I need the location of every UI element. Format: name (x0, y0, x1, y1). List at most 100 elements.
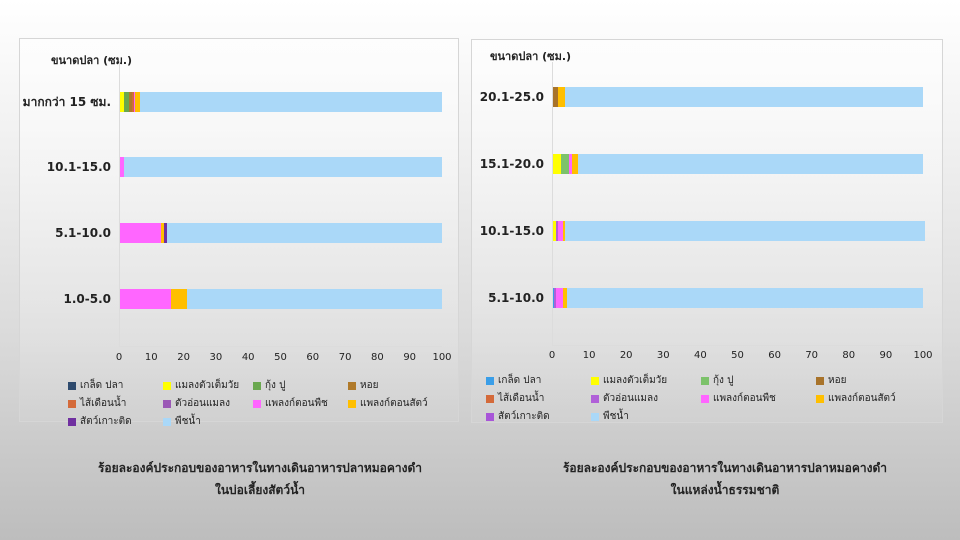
stacked-bar (552, 288, 923, 308)
bar-segment (186, 289, 442, 309)
legend-swatch-icon (486, 394, 494, 403)
bar-segment (128, 92, 132, 112)
legend-label: กุ้ง ปู (713, 375, 734, 386)
bar-segment (119, 92, 124, 112)
bar-segment (557, 87, 565, 107)
category-label: 1.0-5.0 (63, 292, 112, 306)
legend-label: แพลงก์ตอนสัตว์ (360, 398, 428, 409)
legend-swatch-icon (348, 381, 356, 390)
y-axis-line (552, 62, 553, 346)
bar-segment (561, 154, 569, 174)
legend-swatch-icon (816, 394, 824, 403)
legend-label: ไส้เดือนน้ำ (80, 398, 127, 409)
x-tick-label: 30 (209, 352, 223, 363)
x-tick-label: 20 (177, 352, 190, 363)
bar-segment (555, 288, 564, 308)
legend-label: ตัวอ่อนแมลง (175, 398, 231, 409)
y-axis-line (119, 61, 120, 347)
stacked-bar (119, 157, 442, 177)
legend-swatch-icon (486, 412, 494, 421)
x-axis-line (119, 346, 442, 347)
x-tick-label: 80 (842, 350, 856, 361)
bar-segment (131, 92, 134, 112)
bar-segment (170, 289, 187, 309)
legend-label: หอย (360, 380, 379, 391)
legend-label: สัตว์เกาะติด (498, 411, 550, 422)
bar-segment (563, 221, 565, 241)
bar-segment (572, 154, 578, 174)
bar-segment (119, 157, 124, 177)
category-label: 15.1-20.0 (479, 157, 544, 171)
bar-segment (563, 288, 567, 308)
x-tick-label: 40 (694, 350, 707, 361)
legend-item: แมลงตัวเต็มวัย (591, 373, 667, 388)
bar-segment (564, 221, 925, 241)
y-axis-title: ขนาดปลา (ซม.) (490, 50, 572, 63)
bar-segment (133, 92, 136, 112)
legend-swatch-icon (348, 399, 356, 408)
bar-segment (119, 289, 171, 309)
caption-line-2: ในแหล่งน้ำธรรมชาติ (670, 483, 780, 497)
x-tick-label: 0 (548, 350, 556, 361)
x-tick-label: 100 (432, 352, 452, 363)
bar-segment (135, 92, 140, 112)
stacked-bar (552, 87, 923, 107)
legend-label: แพลงก์ตอนสัตว์ (828, 393, 896, 404)
legend-item: สัตว์เกาะติด (68, 414, 132, 429)
caption-pond: ร้อยละองค์ประกอบของอาหารในทางเดินอาหารปล… (40, 457, 480, 501)
bar-segment (123, 92, 129, 112)
bar-segment (557, 221, 564, 241)
legend-swatch-icon (486, 376, 494, 385)
x-tick-label: 30 (656, 350, 670, 361)
legend-label: สัตว์เกาะติด (80, 416, 132, 427)
x-tick-label: 60 (306, 352, 320, 363)
stacked-bar (552, 221, 925, 241)
x-tick-label: 100 (913, 350, 933, 361)
bar-segment (139, 92, 442, 112)
bar-segment (167, 223, 442, 243)
bar-segment (552, 221, 556, 241)
legend-swatch-icon (163, 399, 171, 408)
legend-item: แพลงก์ตอนสัตว์ (348, 396, 428, 411)
bar-segment (566, 288, 923, 308)
bar-segment (552, 87, 558, 107)
caption-natural: ร้อยละองค์ประกอบของอาหารในทางเดินอาหารปล… (505, 457, 945, 501)
x-tick-label: 10 (582, 350, 596, 361)
chart-panel-natural: ขนาดปลา (ซม.) 20.1-25.0 15.1-20.0 10.1-15.… (471, 39, 943, 423)
category-label: 20.1-25.0 (479, 90, 544, 104)
legend-swatch-icon (163, 381, 171, 390)
legend-swatch-icon (253, 399, 261, 408)
category-label: 5.1-10.0 (55, 226, 111, 240)
legend-item: เกล็ด ปลา (68, 378, 123, 393)
legend-item: กุ้ง ปู (701, 373, 733, 388)
x-tick-label: 90 (879, 350, 893, 361)
stacked-bar (119, 92, 442, 112)
bar-segment (164, 223, 168, 243)
x-tick-label: 90 (403, 352, 417, 363)
x-tick-label: 70 (805, 350, 819, 361)
legend-item: หอย (816, 373, 846, 388)
legend-label: หอย (828, 375, 847, 386)
category-label: มากกว่า 15 ซม. (22, 95, 111, 109)
legend-item: เกล็ด ปลา (486, 373, 541, 388)
stacked-bar (119, 223, 442, 243)
caption-line-2: ในบ่อเลี้ยงสัตว์น้ำ (214, 483, 306, 497)
legend-label: แพลงก์ตอนพืช (265, 398, 328, 409)
legend-item: พืชน้ำ (591, 409, 629, 424)
legend-swatch-icon (68, 417, 76, 426)
legend-item: แมลงตัวเต็มวัย (163, 378, 239, 393)
legend-label: ไส้เดือนน้ำ (498, 393, 545, 404)
legend-item: พืชน้ำ (163, 414, 201, 429)
legend-swatch-icon (591, 376, 599, 385)
bar-segment (552, 154, 562, 174)
bar-segment (568, 154, 573, 174)
x-tick-label: 80 (371, 352, 384, 363)
x-tick-label: 50 (731, 350, 744, 361)
legend-label: กุ้ง ปู (265, 380, 286, 391)
x-tick-label: 20 (619, 350, 633, 361)
legend-item: สัตว์เกาะติด (486, 409, 550, 424)
legend-label: แมลงตัวเต็มวัย (603, 375, 668, 386)
legend-swatch-icon (68, 381, 76, 390)
caption-line-1: ร้อยละองค์ประกอบของอาหารในทางเดินอาหารปล… (97, 461, 423, 475)
x-tick-label: 0 (115, 352, 123, 363)
